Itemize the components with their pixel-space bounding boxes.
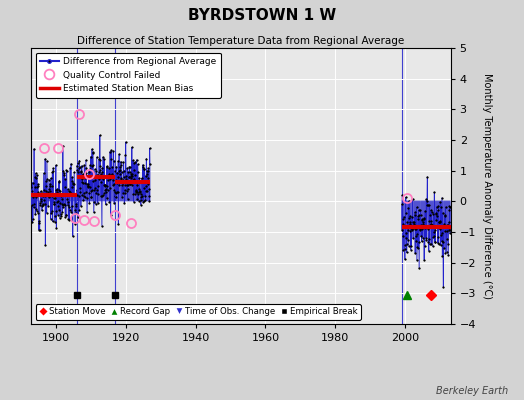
Y-axis label: Monthly Temperature Anomaly Difference (°C): Monthly Temperature Anomaly Difference (… — [482, 73, 492, 299]
Title: Difference of Station Temperature Data from Regional Average: Difference of Station Temperature Data f… — [78, 36, 405, 46]
Text: BYRDSTOWN 1 W: BYRDSTOWN 1 W — [188, 8, 336, 23]
Legend: Station Move, Record Gap, Time of Obs. Change, Empirical Break: Station Move, Record Gap, Time of Obs. C… — [36, 304, 361, 320]
Text: Berkeley Earth: Berkeley Earth — [436, 386, 508, 396]
